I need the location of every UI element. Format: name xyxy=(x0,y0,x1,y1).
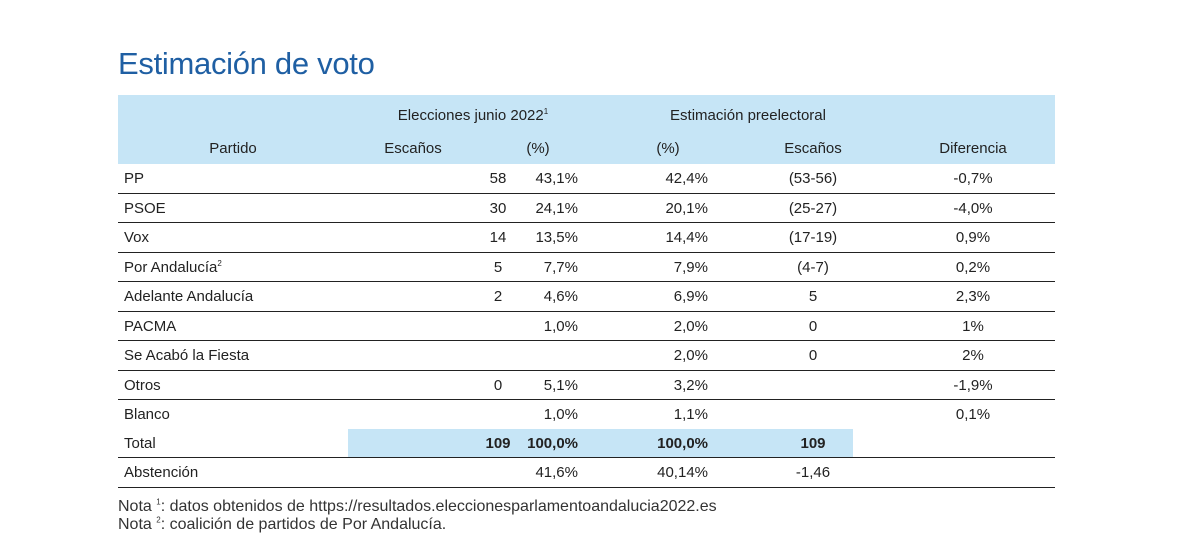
row-escanos-estimacion: 5 xyxy=(808,288,818,305)
row-party: Blanco xyxy=(124,406,170,423)
page-title: Estimación de voto xyxy=(118,46,375,81)
row-pct-2022: 1,0% xyxy=(543,317,578,335)
row-pct-2022: 100,0% xyxy=(527,434,578,452)
table-row: PP 58 43,1% 42,4% (53-56) -0,7% xyxy=(118,164,1055,194)
row-party: Vox xyxy=(124,229,150,246)
header-partido: Partido xyxy=(209,140,257,157)
table-row: Se Acabó la Fiesta 2,0% 0 2% xyxy=(118,341,1055,371)
row-pct-2022: 24,1% xyxy=(535,199,578,217)
table-row: Por Andalucía2 5 7,7% 7,9% (4-7) 0,2% xyxy=(118,253,1055,282)
footnote-1: Nota 1: datos obtenidos de https://resul… xyxy=(118,497,717,515)
row-escanos-2022: 30 xyxy=(489,199,507,217)
row-diferencia: 0,1% xyxy=(955,406,991,423)
row-escanos-2022: 5 xyxy=(493,258,503,276)
row-escanos-2022: 0 xyxy=(493,376,503,394)
row-diferencia: 2% xyxy=(962,347,984,364)
row-party: PSOE xyxy=(124,199,166,217)
row-pct-2022: 1,0% xyxy=(543,406,578,423)
row-escanos-2022: 2 xyxy=(493,288,503,305)
row-escanos-2022: 14 xyxy=(489,229,507,246)
table-header: Elecciones junio 20221 Estimación preele… xyxy=(118,95,1055,164)
row-pct-2022: 4,6% xyxy=(543,288,578,305)
row-party: PACMA xyxy=(124,317,177,335)
row-pct-estimacion: 1,1% xyxy=(673,406,708,423)
header-group-estimacion: Estimación preelectoral xyxy=(670,107,826,124)
row-party: Abstención xyxy=(124,464,199,481)
table-row-abstencion: Abstención 41,6% 40,14% -1,46 xyxy=(118,458,1055,488)
row-escanos-estimacion: -1,46 xyxy=(795,464,831,481)
footnotes: Nota 1: datos obtenidos de https://resul… xyxy=(118,498,717,534)
row-pct-estimacion: 6,9% xyxy=(673,288,708,305)
table-row: Vox 14 13,5% 14,4% (17-19) 0,9% xyxy=(118,223,1055,253)
row-party: Otros xyxy=(124,376,161,394)
row-pct-estimacion: 3,2% xyxy=(673,376,708,394)
row-diferencia: 1% xyxy=(962,317,984,335)
row-pct-estimacion: 100,0% xyxy=(657,434,708,452)
row-pct-2022: 43,1% xyxy=(535,170,578,187)
row-pct-2022: 41,6% xyxy=(535,464,578,481)
table-row-total: Total 109 100,0% 100,0% 109 xyxy=(118,428,1055,458)
row-pct-estimacion: 7,9% xyxy=(673,258,708,276)
row-pct-estimacion: 40,14% xyxy=(657,464,708,481)
row-escanos-estimacion: 109 xyxy=(800,434,826,452)
row-pct-2022: 5,1% xyxy=(543,376,578,394)
row-diferencia: -1,9% xyxy=(953,376,993,394)
table-row: PACMA 1,0% 2,0% 0 1% xyxy=(118,312,1055,341)
row-pct-estimacion: 42,4% xyxy=(665,170,708,187)
row-pct-estimacion: 20,1% xyxy=(665,199,708,217)
row-diferencia: 2,3% xyxy=(955,288,991,305)
row-diferencia: 0,2% xyxy=(955,258,991,276)
row-escanos-estimacion: 0 xyxy=(808,347,818,364)
header-diferencia: Diferencia xyxy=(939,140,1007,157)
row-escanos-estimacion: (4-7) xyxy=(797,258,829,276)
footnote-2: Nota 2: coalición de partidos de Por And… xyxy=(118,515,447,533)
row-diferencia: -4,0% xyxy=(953,199,993,217)
row-diferencia: -0,7% xyxy=(953,170,993,187)
row-escanos-estimacion: 0 xyxy=(808,317,818,335)
row-pct-2022: 13,5% xyxy=(535,229,578,246)
table-row: Otros 0 5,1% 3,2% -1,9% xyxy=(118,371,1055,400)
row-party: Se Acabó la Fiesta xyxy=(124,347,250,364)
row-pct-estimacion: 2,0% xyxy=(673,317,708,335)
row-party: Adelante Andalucía xyxy=(124,288,254,305)
table-row: PSOE 30 24,1% 20,1% (25-27) -4,0% xyxy=(118,194,1055,223)
row-escanos-2022: 58 xyxy=(489,170,507,187)
vote-estimate-table: Elecciones junio 20221 Estimación preele… xyxy=(118,95,1055,488)
row-escanos-estimacion: (17-19) xyxy=(788,229,838,246)
row-diferencia: 0,9% xyxy=(955,229,991,246)
table-row: Blanco 1,0% 1,1% 0,1% xyxy=(118,400,1055,430)
row-pct-estimacion: 2,0% xyxy=(673,347,708,364)
header-pct-estimacion: (%) xyxy=(656,140,680,157)
row-escanos-estimacion: (53-56) xyxy=(788,170,838,187)
header-escanos-estimacion: Escaños xyxy=(784,140,842,157)
header-pct-2022: (%) xyxy=(526,140,550,157)
table-row: Adelante Andalucía 2 4,6% 6,9% 5 2,3% xyxy=(118,282,1055,312)
header-group-elecciones: Elecciones junio 20221 xyxy=(397,107,549,124)
row-pct-estimacion: 14,4% xyxy=(665,229,708,246)
row-party: Total xyxy=(124,434,156,452)
row-escanos-estimacion: (25-27) xyxy=(788,199,838,217)
row-party: Por Andalucía2 xyxy=(124,258,222,276)
header-escanos-2022: Escaños xyxy=(384,140,442,157)
row-escanos-2022: 109 xyxy=(485,434,511,452)
row-party: PP xyxy=(124,170,145,187)
row-pct-2022: 7,7% xyxy=(543,258,578,276)
